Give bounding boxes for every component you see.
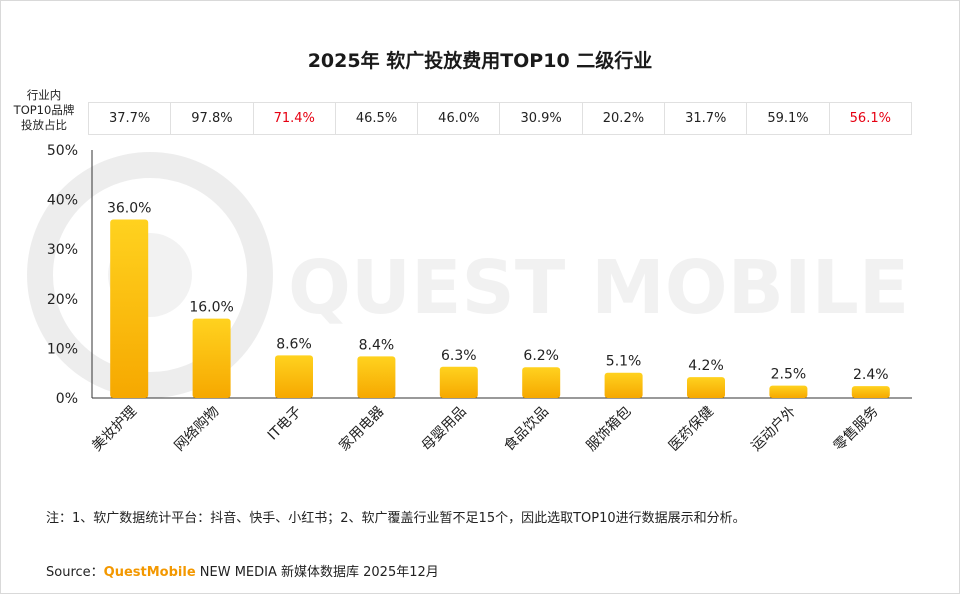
- x-tick-label: 零售服务: [831, 404, 882, 455]
- x-tick-label: 服饰箱包: [584, 404, 635, 455]
- bar-value-label: 16.0%: [189, 300, 233, 316]
- y-tick-label: 50%: [47, 143, 78, 159]
- bar: [110, 219, 148, 398]
- x-tick-label: 运动户外: [748, 403, 800, 455]
- x-tick-label: 网络购物: [172, 404, 223, 455]
- bar: [522, 367, 560, 398]
- bar-value-label: 36.0%: [107, 200, 151, 216]
- bar: [357, 356, 395, 398]
- source-line: Source：QuestMobile NEW MEDIA 新媒体数据库 2025…: [46, 561, 439, 580]
- bar-value-label: 6.3%: [441, 348, 477, 364]
- y-tick-label: 0%: [56, 391, 78, 407]
- bar: [275, 355, 313, 398]
- bar: [440, 367, 478, 398]
- y-tick-label: 10%: [47, 341, 78, 357]
- bar-value-label: 8.4%: [359, 337, 395, 353]
- bar: [852, 386, 890, 398]
- bar-value-label: 6.2%: [523, 348, 559, 364]
- y-tick-label: 40%: [47, 193, 78, 209]
- y-tick-label: 30%: [47, 242, 78, 258]
- bar-value-label: 8.6%: [276, 336, 312, 352]
- bar-value-label: 2.4%: [853, 367, 889, 383]
- bar-value-label: 4.2%: [688, 358, 724, 374]
- x-tick-label: 母婴用品: [419, 404, 470, 455]
- bar: [605, 373, 643, 398]
- bar: [687, 377, 725, 398]
- bar-chart: 0% 10% 20% 30% 40% 50% 36.0% 美妆护理 16.0% 网络购物 8.6% I…: [0, 0, 960, 500]
- source-brand: QuestMobile: [104, 565, 196, 580]
- x-tick-label: 医药保健: [666, 404, 717, 455]
- bar-value-label: 5.1%: [606, 354, 642, 370]
- x-tick-label: IT电子: [265, 404, 305, 444]
- source-rest: NEW MEDIA 新媒体数据库 2025年12月: [196, 565, 439, 580]
- x-tick-label: 家用电器: [336, 403, 388, 455]
- footnote: 注：1、软广数据统计平台：抖音、快手、小红书；2、软广覆盖行业暂不足15个，因此…: [46, 507, 746, 526]
- source-prefix: Source：: [46, 565, 104, 580]
- x-tick-label: 美妆护理: [89, 404, 140, 455]
- bar: [769, 386, 807, 398]
- y-tick-label: 20%: [47, 292, 78, 308]
- bar: [193, 319, 231, 398]
- x-tick-label: 食品饮品: [500, 403, 552, 455]
- bar-value-label: 2.5%: [771, 367, 807, 383]
